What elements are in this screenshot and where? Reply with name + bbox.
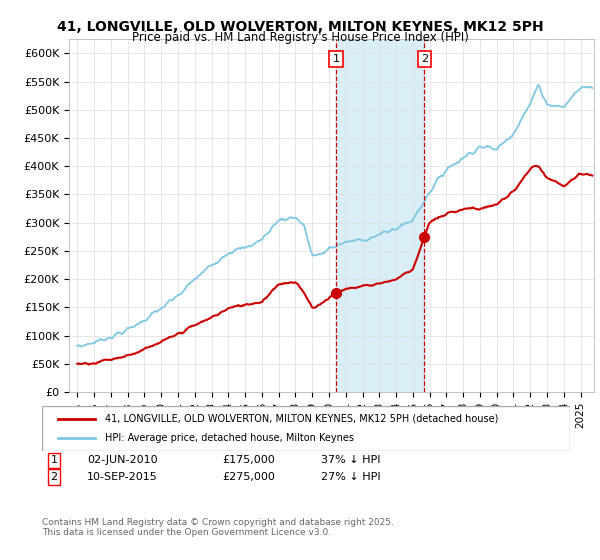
Text: 10-SEP-2015: 10-SEP-2015 xyxy=(87,472,158,482)
Bar xyxy=(336,39,424,392)
Text: 41, LONGVILLE, OLD WOLVERTON, MILTON KEYNES, MK12 5PH (detached house): 41, LONGVILLE, OLD WOLVERTON, MILTON KEY… xyxy=(106,413,499,423)
Text: 1: 1 xyxy=(50,455,58,465)
Text: 2: 2 xyxy=(50,472,58,482)
Text: £175,000: £175,000 xyxy=(222,455,275,465)
Text: 2: 2 xyxy=(421,54,428,64)
Text: HPI: Average price, detached house, Milton Keynes: HPI: Average price, detached house, Milt… xyxy=(106,433,355,444)
Text: 37% ↓ HPI: 37% ↓ HPI xyxy=(321,455,380,465)
Text: Contains HM Land Registry data © Crown copyright and database right 2025.
This d: Contains HM Land Registry data © Crown c… xyxy=(42,518,394,538)
Text: Price paid vs. HM Land Registry's House Price Index (HPI): Price paid vs. HM Land Registry's House … xyxy=(131,31,469,44)
Text: 02-JUN-2010: 02-JUN-2010 xyxy=(87,455,158,465)
FancyBboxPatch shape xyxy=(42,406,570,451)
Text: 1: 1 xyxy=(332,54,340,64)
Text: 27% ↓ HPI: 27% ↓ HPI xyxy=(321,472,380,482)
Text: 41, LONGVILLE, OLD WOLVERTON, MILTON KEYNES, MK12 5PH: 41, LONGVILLE, OLD WOLVERTON, MILTON KEY… xyxy=(56,20,544,34)
Text: £275,000: £275,000 xyxy=(222,472,275,482)
